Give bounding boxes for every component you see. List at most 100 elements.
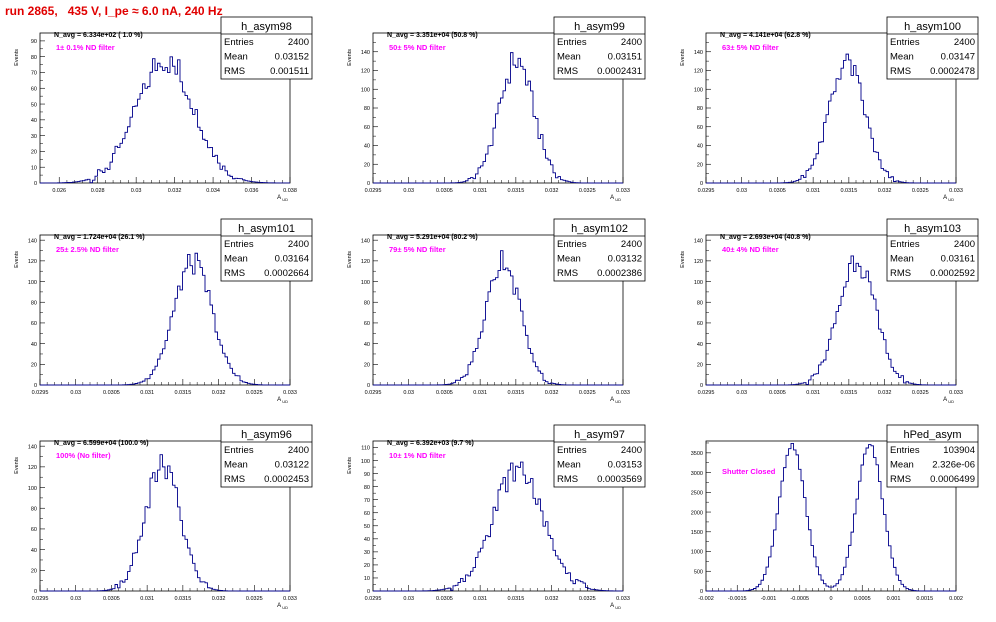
histogram-bins xyxy=(40,252,290,386)
y-tick-label: 120 xyxy=(694,69,703,75)
x-tick-label: 0.036 xyxy=(245,188,259,194)
stats-key: Entries xyxy=(890,37,920,48)
y-axis-label: Events xyxy=(680,49,686,66)
stats-title: hPed_asym xyxy=(903,429,961,441)
x-tick-label: 0.032 xyxy=(212,596,226,602)
stats-key: RMS xyxy=(557,268,578,279)
y-tick-label: 2000 xyxy=(691,510,703,516)
stats-key: Entries xyxy=(557,445,587,456)
y-tick-label: 80 xyxy=(364,300,370,306)
y-tick-label: 20 xyxy=(697,162,703,168)
y-tick-label: 40 xyxy=(364,342,370,348)
histogram-panel-h_asym96: 0 20 40 60 80 100 120 140 0.0295 0.03 0.0305 0.031 0… xyxy=(14,424,313,610)
filter-label: 1± 0.1% ND filter xyxy=(56,43,115,52)
stats-key: Entries xyxy=(557,37,587,48)
stats-value: 2400 xyxy=(954,37,975,48)
y-tick-label: 1000 xyxy=(691,550,703,556)
histogram-bins xyxy=(706,53,956,184)
y-tick-label: 80 xyxy=(31,300,37,306)
x-tick-label: 0.03 xyxy=(403,390,414,396)
stats-key: Entries xyxy=(557,239,587,250)
x-tick-label: 0.0305 xyxy=(436,390,453,396)
y-tick-label: 20 xyxy=(697,363,703,369)
y-tick-label: 1500 xyxy=(691,530,703,536)
x-tick-label: 0.0315 xyxy=(840,188,857,194)
y-tick-label: 0 xyxy=(700,589,703,595)
x-tick-label: 0 xyxy=(829,596,832,602)
x-tick-label: 0.031 xyxy=(473,390,487,396)
stats-key: RMS xyxy=(224,268,245,279)
x-tick-label: 0.0325 xyxy=(579,390,596,396)
x-tick-label: 0.031 xyxy=(140,596,154,602)
y-tick-label: 3000 xyxy=(691,471,703,477)
page-title: run 2865, 435 V, I_pe ≈ 6.0 nA, 240 Hz xyxy=(5,4,223,18)
histogram-panel-hPed_asym: 0 500 1000 1500 2000 2500 3000 3500 -0.002 -0.001… xyxy=(691,424,979,602)
y-tick-label: 60 xyxy=(31,527,37,533)
stats-value: 2400 xyxy=(288,445,309,456)
y-tick-label: 80 xyxy=(697,300,703,306)
y-tick-label: 140 xyxy=(694,238,703,244)
x-tick-label: 0.031 xyxy=(473,188,487,194)
x-tick-label: 0.033 xyxy=(949,390,963,396)
filter-label: 40± 4% ND filter xyxy=(722,245,779,254)
x-axis-label: A UD xyxy=(943,195,954,202)
stats-box xyxy=(886,218,979,282)
y-tick-label: 60 xyxy=(31,321,37,327)
stats-value: 2.326e-06 xyxy=(932,460,975,471)
x-tick-label: 0.032 xyxy=(878,390,892,396)
x-tick-label: 0.0315 xyxy=(174,596,191,602)
plot-frame xyxy=(39,234,291,386)
filter-label: 10± 1% ND filter xyxy=(389,451,446,460)
stats-value: 0.0002453 xyxy=(264,474,309,485)
y-tick-label: 100 xyxy=(694,87,703,93)
stats-value: 2400 xyxy=(288,37,309,48)
x-tick-label: 0.0325 xyxy=(579,596,596,602)
stats-key: Entries xyxy=(224,445,254,456)
x-tick-label: 0.033 xyxy=(949,188,963,194)
y-tick-label: 40 xyxy=(697,144,703,150)
y-tick-label: 100 xyxy=(361,87,370,93)
x-tick-label: 0.03 xyxy=(70,596,81,602)
y-tick-label: 60 xyxy=(364,511,370,517)
stats-box xyxy=(553,218,646,282)
y-tick-label: 0 xyxy=(367,383,370,389)
y-tick-label: 100 xyxy=(28,486,37,492)
stats-title: h_asym99 xyxy=(574,21,625,33)
histogram-bins xyxy=(373,52,623,184)
stats-key: Mean xyxy=(557,460,581,471)
histogram-panel-h_asym97: 0 10 20 30 40 50 60 70 80 90 100 110 0.0295 0.03 0.030… xyxy=(347,424,646,610)
stats-box xyxy=(220,424,313,488)
y-tick-label: 2500 xyxy=(691,491,703,497)
y-tick-label: 90 xyxy=(31,39,37,45)
stats-key: Entries xyxy=(224,37,254,48)
y-tick-label: 40 xyxy=(31,342,37,348)
x-tick-label: 0.033 xyxy=(616,596,630,602)
x-tick-label: 0.034 xyxy=(206,188,220,194)
y-tick-label: 120 xyxy=(361,69,370,75)
stats-value: 2400 xyxy=(621,239,642,250)
x-tick-label: 0.033 xyxy=(616,188,630,194)
stats-value: 0.03152 xyxy=(275,52,309,63)
stats-title: h_asym101 xyxy=(238,223,295,235)
stats-key: Mean xyxy=(890,460,914,471)
histogram-panel-h_asym100: 0 20 40 60 80 100 120 140 0.0295 0.03 0.0305 0.031 0… xyxy=(680,16,979,202)
x-tick-label: 0.001 xyxy=(887,596,901,602)
histogram-bins xyxy=(373,461,623,592)
stats-key: Mean xyxy=(557,254,581,265)
y-tick-label: 0 xyxy=(34,181,37,187)
stats-value: 103904 xyxy=(943,445,975,456)
x-tick-label: 0.0305 xyxy=(103,596,120,602)
stats-value: 0.0002664 xyxy=(264,268,309,279)
y-axis-label: Events xyxy=(14,251,20,268)
stats-value: 0.03153 xyxy=(608,460,642,471)
x-tick-label: 0.0295 xyxy=(32,390,49,396)
stats-value: 0.0002592 xyxy=(930,268,975,279)
y-tick-label: 20 xyxy=(31,363,37,369)
stats-key: RMS xyxy=(890,268,911,279)
x-axis-label: A UD xyxy=(943,397,954,404)
histogram-bins xyxy=(706,442,956,592)
x-tick-label: 0.031 xyxy=(140,390,154,396)
x-tick-label: 0.032 xyxy=(545,596,559,602)
plot-frame xyxy=(372,440,624,592)
plot-frame xyxy=(705,234,957,386)
